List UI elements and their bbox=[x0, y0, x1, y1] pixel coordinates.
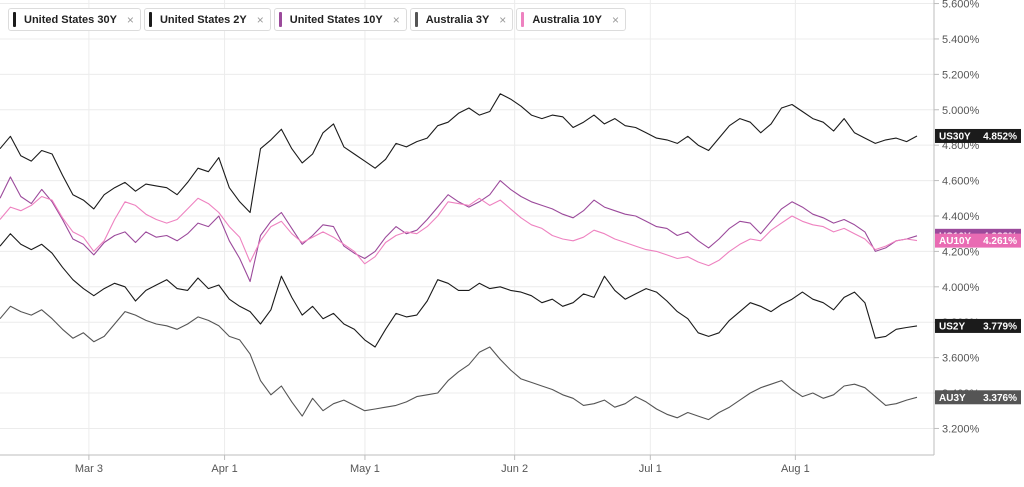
legend-chip[interactable]: United States 30Y × bbox=[8, 8, 141, 31]
end-value-label: AU10Y 4.261% bbox=[935, 233, 1021, 248]
end-label-value: 4.852% bbox=[983, 131, 1017, 142]
end-label-ticker: US30Y bbox=[939, 131, 971, 142]
legend-swatch bbox=[414, 12, 418, 27]
close-icon[interactable]: × bbox=[256, 12, 264, 27]
x-tick-label: Apr 1 bbox=[211, 463, 237, 475]
y-tick-label: 4.600% bbox=[942, 176, 980, 188]
y-tick-label: 3.200% bbox=[942, 423, 980, 435]
end-label-value: 3.779% bbox=[983, 321, 1017, 332]
end-value-label: AU3Y 3.376% bbox=[935, 390, 1021, 405]
legend-swatch bbox=[521, 12, 525, 27]
y-tick-label: 4.200% bbox=[942, 246, 980, 258]
legend-chip[interactable]: Australia 3Y × bbox=[409, 8, 514, 31]
end-label-ticker: AU3Y bbox=[939, 393, 966, 404]
y-tick-label: 5.600% bbox=[942, 0, 980, 11]
end-label-value: 4.261% bbox=[983, 236, 1017, 247]
y-tick-label: 4.400% bbox=[942, 211, 980, 223]
end-label-box bbox=[935, 390, 1021, 405]
y-tick-label: 4.000% bbox=[942, 282, 980, 294]
y-tick-label: 5.400% bbox=[942, 34, 980, 46]
legend-chip[interactable]: United States 10Y × bbox=[273, 8, 407, 31]
legend-label: United States 10Y bbox=[289, 13, 383, 26]
legend-swatch bbox=[148, 12, 152, 27]
x-tick-label: Jun 2 bbox=[501, 463, 528, 475]
end-label-box bbox=[935, 318, 1021, 333]
x-tick-label: Aug 1 bbox=[781, 463, 810, 475]
y-tick-label: 3.600% bbox=[942, 353, 980, 365]
y-tick-label: 5.200% bbox=[942, 69, 980, 81]
y-tick-label: 5.000% bbox=[942, 105, 980, 117]
close-icon[interactable]: × bbox=[612, 12, 620, 27]
end-label-value: 3.376% bbox=[983, 393, 1017, 404]
end-value-label: US2Y 3.779% bbox=[935, 318, 1021, 333]
legend-chip[interactable]: United States 2Y × bbox=[143, 8, 271, 31]
x-tick-label: May 1 bbox=[350, 463, 380, 475]
legend-label: Australia 10Y bbox=[532, 13, 603, 26]
y-tick-label: 4.800% bbox=[942, 140, 980, 152]
legend-swatch bbox=[278, 12, 282, 27]
close-icon[interactable]: × bbox=[392, 12, 400, 27]
x-tick-label: Jul 1 bbox=[639, 463, 662, 475]
legend-label: United States 2Y bbox=[159, 13, 247, 26]
legend-chip[interactable]: Australia 10Y × bbox=[516, 8, 627, 31]
close-icon[interactable]: × bbox=[499, 12, 507, 27]
close-icon[interactable]: × bbox=[126, 12, 134, 27]
x-tick-label: Mar 3 bbox=[75, 463, 103, 475]
series-line[interactable] bbox=[0, 233, 918, 348]
legend-label: United States 30Y bbox=[24, 13, 117, 26]
end-label-box bbox=[935, 233, 1021, 248]
legend-swatch bbox=[13, 12, 16, 27]
series-line[interactable] bbox=[0, 93, 918, 214]
series-line[interactable] bbox=[0, 195, 918, 267]
end-value-label: US30Y 4.852% bbox=[935, 128, 1021, 143]
series-line[interactable] bbox=[0, 305, 918, 421]
end-label-box bbox=[935, 128, 1021, 143]
legend: United States 30Y × United States 2Y × Unite… bbox=[8, 8, 627, 31]
legend-label: Australia 3Y bbox=[425, 13, 490, 26]
end-label-ticker: US2Y bbox=[939, 321, 965, 332]
series-line[interactable] bbox=[0, 176, 918, 283]
end-label-ticker: AU10Y bbox=[939, 236, 972, 247]
